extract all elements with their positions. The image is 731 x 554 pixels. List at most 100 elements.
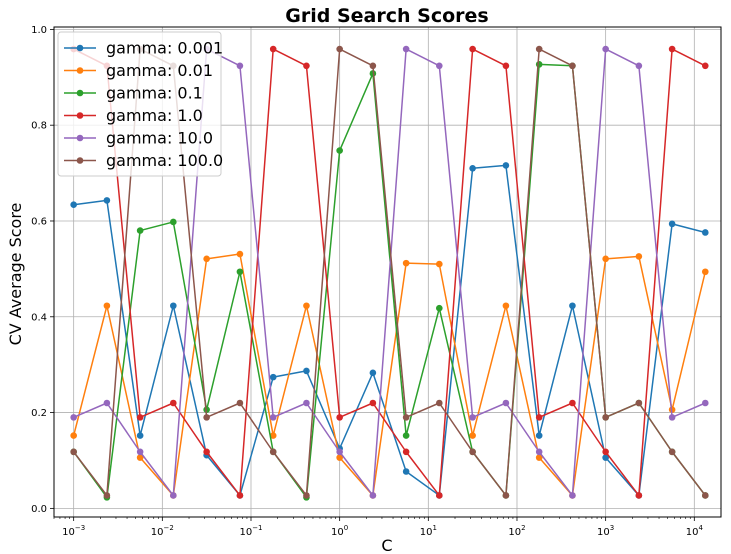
- x-axis-label: C: [381, 536, 392, 554]
- data-point: [701, 229, 709, 236]
- data-point: [269, 45, 277, 53]
- data-point: [535, 432, 543, 439]
- y-tick-label: 0.4: [31, 312, 47, 323]
- data-point: [70, 201, 77, 209]
- data-point: [502, 492, 510, 499]
- data-point: [402, 414, 410, 421]
- data-point: [303, 302, 310, 310]
- data-point: [635, 492, 643, 499]
- data-point: [701, 62, 709, 70]
- data-point: [369, 369, 377, 377]
- data-point: [569, 492, 576, 499]
- data-point: [103, 197, 111, 204]
- y-tick-label: 0.2: [31, 408, 47, 419]
- data-point: [502, 399, 510, 407]
- legend-marker: [76, 134, 84, 142]
- x-tick-label: 10−1: [239, 524, 262, 538]
- data-point: [269, 432, 277, 439]
- data-point: [103, 302, 111, 310]
- series-line-4: [73, 48, 706, 497]
- data-point: [70, 414, 77, 421]
- data-point: [635, 399, 643, 407]
- data-point: [668, 45, 676, 53]
- data-point: [269, 448, 277, 456]
- data-point: [602, 45, 609, 53]
- data-point: [701, 492, 709, 499]
- data-point: [436, 399, 443, 407]
- data-point: [701, 399, 709, 407]
- data-point: [469, 45, 476, 53]
- data-point: [170, 399, 177, 407]
- data-point: [170, 492, 177, 499]
- data-point: [236, 492, 244, 499]
- data-point: [502, 302, 510, 310]
- data-point: [402, 448, 410, 456]
- data-point: [70, 432, 77, 439]
- data-point: [535, 414, 543, 421]
- data-point: [569, 62, 576, 70]
- data-point: [303, 492, 310, 499]
- data-point: [336, 454, 343, 461]
- data-point: [369, 62, 377, 70]
- data-point: [535, 448, 543, 456]
- data-point: [436, 304, 443, 312]
- data-point: [535, 45, 543, 53]
- data-point: [569, 399, 576, 407]
- data-point: [602, 448, 609, 456]
- legend-label: gamma: 0.001: [106, 39, 223, 58]
- data-point: [203, 255, 210, 263]
- data-point: [402, 259, 410, 267]
- chart-title: Grid Search Scores: [285, 5, 488, 27]
- data-point: [170, 302, 177, 310]
- y-tick-label: 1.0: [31, 25, 47, 36]
- x-tick-label: 10−3: [62, 524, 85, 538]
- data-point: [170, 218, 177, 226]
- data-point: [635, 253, 643, 260]
- data-point: [203, 414, 210, 421]
- data-point: [203, 448, 210, 456]
- data-point: [236, 399, 244, 407]
- data-point: [635, 62, 643, 70]
- data-point: [668, 414, 676, 421]
- data-point: [269, 414, 277, 421]
- x-tick-label: 103: [597, 524, 614, 538]
- y-axis-label: CV Average Score: [6, 203, 25, 346]
- data-point: [103, 399, 111, 407]
- data-point: [402, 45, 410, 53]
- data-point: [602, 255, 609, 263]
- data-point: [236, 268, 244, 276]
- data-point: [303, 399, 310, 407]
- data-point: [136, 227, 144, 234]
- data-point: [701, 268, 709, 276]
- grid-lines: [54, 27, 721, 517]
- data-point: [236, 250, 244, 258]
- legend-label: gamma: 10.0: [106, 129, 213, 148]
- data-point: [103, 492, 111, 499]
- data-point: [369, 492, 377, 499]
- data-point: [535, 61, 543, 68]
- legend-label: gamma: 1.0: [106, 106, 203, 125]
- data-point: [303, 62, 310, 70]
- y-tick-label: 0.6: [31, 216, 47, 227]
- y-tick-label: 0.8: [31, 121, 47, 132]
- data-point: [303, 367, 310, 375]
- data-point: [436, 62, 443, 70]
- data-point: [336, 448, 343, 456]
- data-point: [535, 454, 543, 461]
- plot-frame: [53, 26, 722, 518]
- data-point: [436, 492, 443, 499]
- data-point: [136, 448, 144, 456]
- legend-marker: [76, 112, 84, 119]
- legend-marker: [76, 89, 84, 97]
- data-point: [369, 399, 377, 407]
- data-point: [469, 414, 476, 421]
- legend-label: gamma: 0.01: [106, 61, 213, 80]
- data-point: [336, 147, 343, 154]
- data-point: [469, 432, 476, 439]
- x-tick-label: 102: [508, 524, 525, 538]
- legend-box: [57, 31, 222, 177]
- axis-ticks: 10−3 10−2 10−1 100 101 102 103 104 0.0 0.2 0.4 0.6 0…: [31, 25, 703, 538]
- data-point: [602, 414, 609, 421]
- data-point: [336, 45, 343, 53]
